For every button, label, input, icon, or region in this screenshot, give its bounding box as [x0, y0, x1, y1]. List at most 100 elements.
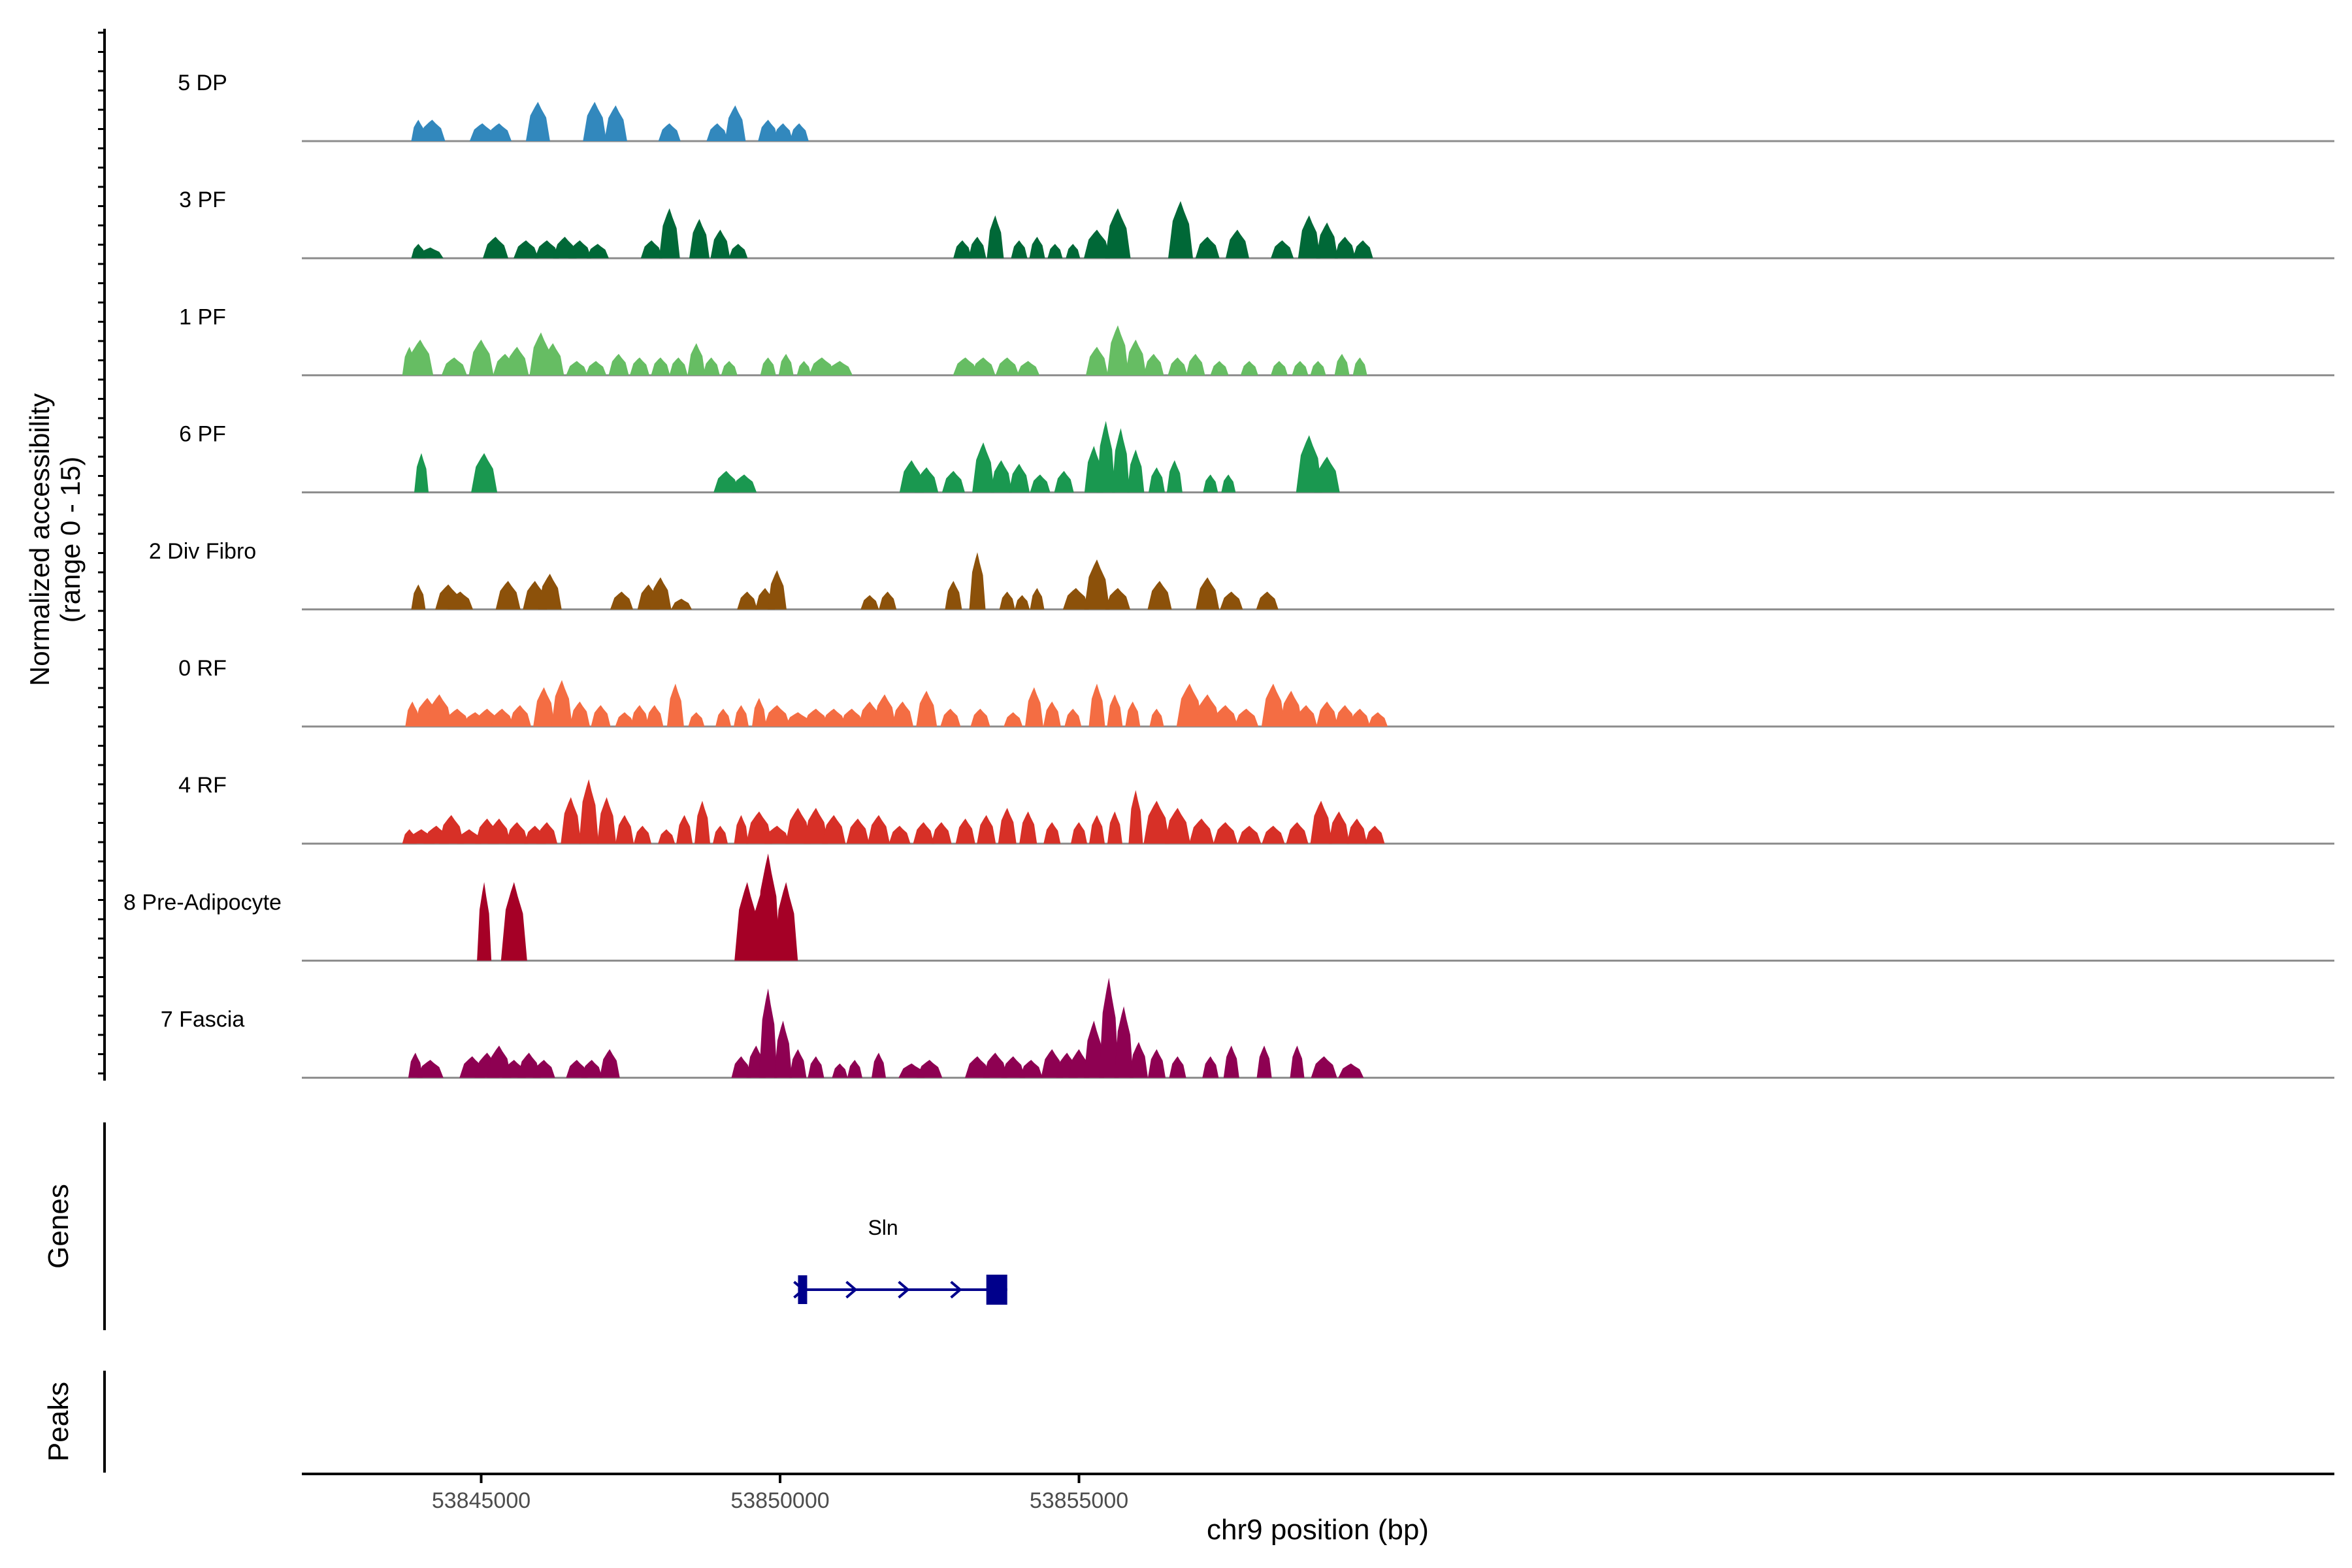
strand-arrow	[845, 1281, 858, 1299]
coverage-peak	[676, 815, 693, 844]
coverage-peak	[889, 825, 911, 844]
coverage-peak	[892, 701, 914, 727]
coverage-peak	[1047, 244, 1063, 259]
coverage-peak	[1203, 474, 1218, 493]
coverage-peak	[1223, 1045, 1239, 1078]
coverage-peak	[821, 708, 846, 727]
coverage-peak	[542, 343, 564, 376]
coverage-peak	[1168, 201, 1193, 259]
coverage-peak	[773, 123, 793, 141]
coverage-peak	[1316, 701, 1338, 727]
coverage-peak	[1130, 1041, 1148, 1078]
coverage-peak	[1194, 694, 1220, 727]
coverage-peak	[1068, 1049, 1090, 1078]
coverage-peak	[444, 708, 470, 727]
coverage-peak	[931, 822, 952, 844]
coverage-peak	[1234, 708, 1259, 727]
coverage-peak	[689, 219, 710, 259]
coverage-peak	[847, 1060, 862, 1078]
coverage-peak	[1107, 325, 1129, 376]
coverage-peak	[1352, 240, 1373, 259]
coverage-peak	[827, 361, 853, 376]
coverage-peak	[491, 708, 514, 727]
coverage-peak	[1011, 240, 1028, 259]
coverage-peak	[804, 808, 828, 844]
coverage-peak	[1240, 361, 1258, 376]
coverage-peak	[1186, 353, 1205, 376]
coverage-peak	[645, 705, 664, 727]
track-8-pre-adipocyte: 8 Pre-Adipocyte	[123, 853, 2334, 962]
coverage-peak	[1086, 346, 1108, 376]
coverage-peak	[764, 825, 790, 844]
strand-arrow	[950, 1281, 962, 1299]
coverage-peak	[1368, 712, 1388, 727]
coverage-peak	[566, 1060, 588, 1078]
coverage-peak	[917, 1060, 943, 1078]
coverage-peak	[971, 357, 996, 376]
coverage-peak	[1334, 353, 1350, 376]
coverage-peak	[1105, 588, 1130, 610]
coverage-peak	[728, 244, 748, 259]
coverage-peak	[1296, 435, 1322, 493]
coverage-peak	[1099, 977, 1119, 1078]
coverage-peak	[610, 591, 633, 610]
coverage-peak	[1030, 588, 1045, 610]
coverage-peak	[1328, 811, 1350, 844]
coverage-peak	[756, 853, 781, 961]
coverage-peak	[688, 712, 705, 727]
genes-panel-label: Genes	[42, 1184, 74, 1269]
coverage-peak	[789, 123, 809, 141]
coverage-peak	[1128, 790, 1143, 844]
coverage-peak	[1237, 825, 1262, 844]
coverage-peak	[1311, 1056, 1337, 1078]
track-1-pf: 1 PF	[179, 304, 2334, 376]
coverage-peak	[586, 244, 609, 259]
coverage-peak	[669, 357, 688, 376]
coverage-peak	[1066, 244, 1081, 259]
coverage-peak	[1030, 474, 1051, 493]
coverage-peak	[1125, 339, 1147, 376]
coverage-peak	[483, 237, 508, 259]
coverage-peak	[583, 101, 607, 141]
coverage-peak	[1148, 1049, 1166, 1078]
coverage-peak	[1105, 208, 1131, 259]
track-2-div-fibro: 2 Div Fibro	[149, 539, 2334, 611]
track-label: 2 Div Fibro	[149, 539, 256, 564]
coverage-peak	[457, 829, 482, 844]
coverage-peak	[758, 120, 779, 141]
coverage-peak	[955, 818, 975, 844]
coverage-peak	[687, 343, 706, 376]
track-0-rf: 0 RF	[178, 656, 2334, 728]
coverage-peak	[1347, 818, 1367, 844]
coverage-peak	[471, 453, 498, 493]
coverage-peak	[840, 708, 864, 727]
coverage-peak	[732, 474, 757, 493]
coverage-peak	[438, 815, 464, 844]
coverage-peak	[734, 815, 749, 844]
coverage-peak	[737, 591, 758, 610]
coverage-peak	[1334, 237, 1356, 259]
coverage-peak	[995, 357, 1019, 376]
coverage-peak	[411, 584, 426, 610]
coverage-tracks: 5 DP 3 PF 1 PF 6 PF 2 Div Fibro 0 RF 4 RF 8 Pre…	[123, 71, 2334, 1079]
coverage-peak	[1196, 577, 1220, 610]
coverage-peak	[913, 822, 934, 844]
coverage-peak	[1041, 1049, 1064, 1078]
coverage-peak	[953, 240, 972, 259]
coverage-peak	[1169, 1056, 1186, 1078]
x-tick-label: 53845000	[432, 1488, 531, 1513]
coverage-peak	[1017, 361, 1040, 376]
coverage-peak	[1096, 421, 1115, 493]
coverage-peak	[591, 705, 611, 727]
coverage-peak	[752, 698, 766, 727]
coverage-peak	[832, 1063, 848, 1078]
coverage-peak	[1213, 705, 1238, 727]
x-axis-ticks: 53845000 53850000 53855000	[432, 1474, 1128, 1513]
coverage-peak	[868, 815, 890, 844]
coverage-peak	[1114, 1006, 1134, 1078]
coverage-peak	[1256, 1045, 1272, 1078]
coverage-peak	[599, 1049, 620, 1078]
coverage-peak	[666, 683, 684, 727]
coverage-peak	[1112, 428, 1130, 493]
